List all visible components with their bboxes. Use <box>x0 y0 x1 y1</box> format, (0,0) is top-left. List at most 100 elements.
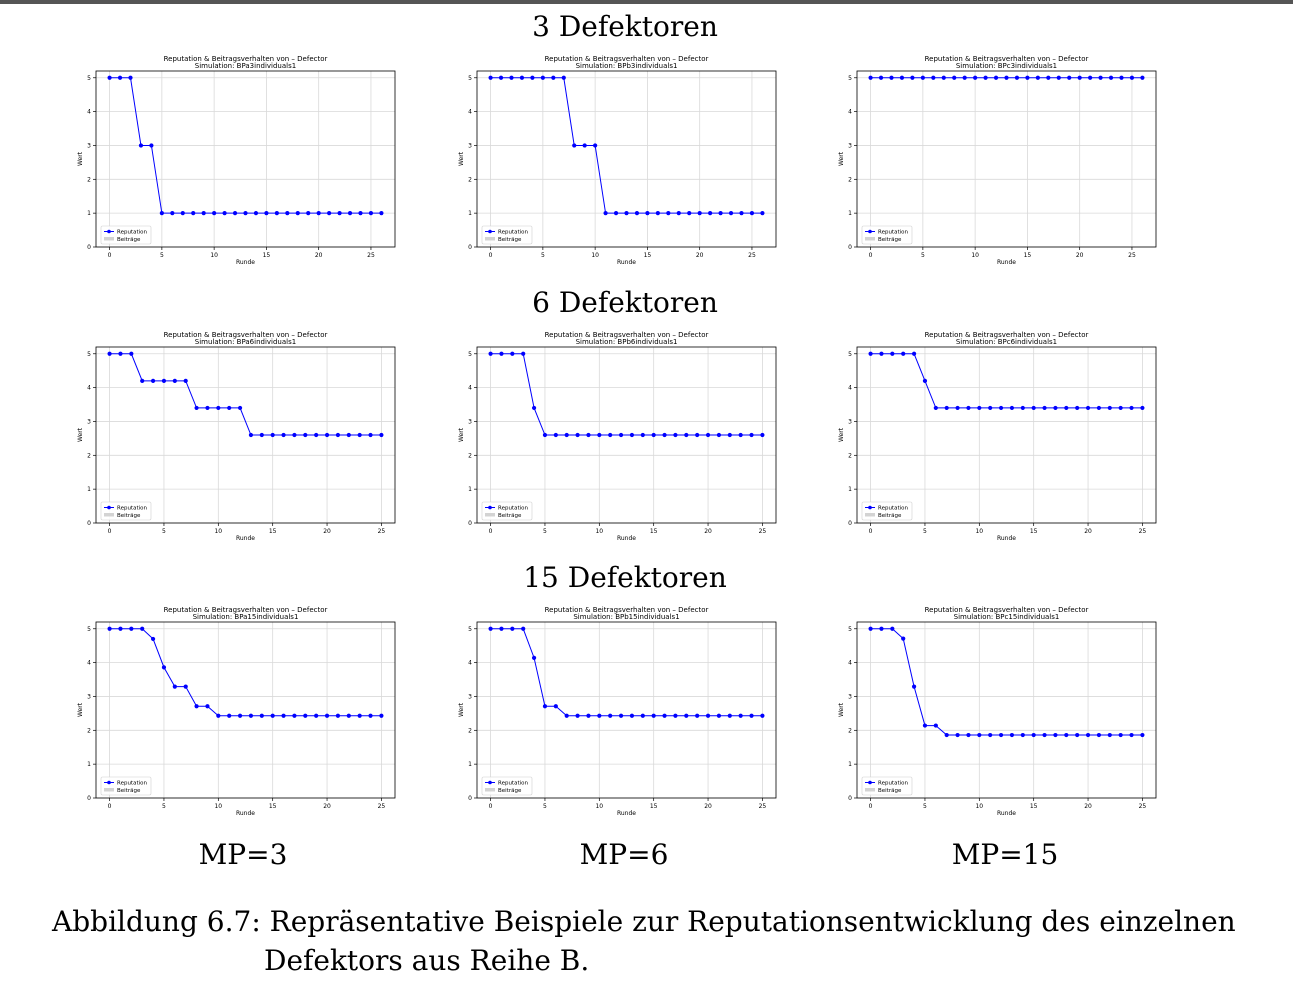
reputation-point <box>347 211 353 216</box>
x-tick-label: 5 <box>923 803 927 810</box>
reputation-point <box>572 143 577 148</box>
reputation-point <box>201 211 206 216</box>
reputation-point <box>357 432 362 438</box>
reputation-point <box>205 405 210 411</box>
reputation-point <box>542 432 548 438</box>
reputation-line <box>109 628 382 717</box>
reputation-point <box>1035 75 1040 80</box>
reputation-point <box>519 75 525 80</box>
plot-frame <box>856 70 1157 248</box>
reputation-point <box>705 432 711 438</box>
reputation-point <box>944 732 949 738</box>
reputation-point <box>890 351 895 356</box>
reputation-point <box>977 405 982 411</box>
y-tick-label: 0 <box>848 520 852 527</box>
reputation-point <box>760 713 765 718</box>
y-tick-label: 1 <box>87 761 91 768</box>
reputation-point <box>488 351 493 356</box>
reputation-point <box>183 684 188 689</box>
reputation-point <box>521 626 526 631</box>
reputation-point <box>379 713 384 718</box>
reputation-point <box>739 211 744 216</box>
legend-beitraege-swatch <box>485 513 495 517</box>
caption-line-2: Defektors aus Reihe B. <box>264 944 590 977</box>
reputation-point <box>695 713 700 718</box>
y-axis-label: Wert <box>458 702 465 717</box>
y-tick-label: 1 <box>848 761 852 768</box>
reputation-point <box>1053 405 1058 411</box>
x-tick-label: 25 <box>759 528 767 535</box>
legend-beitraege-label: Beiträge <box>117 237 141 243</box>
reputation-line <box>490 628 763 717</box>
reputation-point <box>531 405 537 411</box>
reputation-point <box>962 75 967 80</box>
y-axis-label: Wert <box>77 427 84 442</box>
reputation-point <box>172 684 177 689</box>
y-tick-label: 2 <box>87 452 91 459</box>
reputation-point <box>259 432 264 438</box>
x-tick-label: 20 <box>704 528 712 535</box>
legend-reputation-marker <box>488 505 492 510</box>
x-tick-label: 5 <box>541 252 545 259</box>
y-tick-label: 0 <box>87 244 91 251</box>
x-tick-label: 25 <box>1128 252 1136 259</box>
reputation-point <box>180 211 185 216</box>
reputation-point <box>292 432 297 438</box>
reputation-point <box>878 75 884 80</box>
reputation-point <box>1075 732 1080 738</box>
legend-reputation-label: Reputation <box>498 230 529 236</box>
reputation-point <box>613 211 619 216</box>
reputation-point <box>368 211 374 216</box>
reputation-point <box>966 732 971 738</box>
chart-6: Reputation & Beitragsverhalten von – Def… <box>838 331 1157 542</box>
reputation-point <box>941 75 946 80</box>
reputation-point <box>1118 405 1123 411</box>
reputation-point <box>346 432 351 438</box>
reputation-point <box>327 211 332 216</box>
reputation-point <box>666 211 671 216</box>
y-tick-label: 4 <box>468 660 472 667</box>
reputation-point <box>890 626 895 631</box>
reputation-point <box>1108 75 1114 80</box>
reputation-point <box>868 75 873 80</box>
x-tick-label: 20 <box>1076 252 1084 259</box>
reputation-line <box>870 628 1143 736</box>
reputation-point <box>499 626 504 631</box>
reputation-point <box>738 713 743 718</box>
legend-reputation-marker <box>868 229 872 234</box>
legend-beitraege-swatch <box>104 788 114 792</box>
reputation-point <box>1129 405 1134 411</box>
x-tick-label: 0 <box>108 803 112 810</box>
y-tick-label: 0 <box>468 795 472 802</box>
x-tick-label: 20 <box>1084 803 1092 810</box>
x-tick-label: 0 <box>869 803 873 810</box>
reputation-point <box>540 75 545 80</box>
chart-subtitle: Simulation: BPc15individuals1 <box>954 613 1060 621</box>
x-tick-label: 0 <box>869 252 873 259</box>
x-tick-label: 10 <box>595 803 603 810</box>
legend-beitraege-swatch <box>865 237 875 241</box>
y-tick-label: 4 <box>468 385 472 392</box>
y-tick-label: 0 <box>87 520 91 527</box>
reputation-point <box>237 713 243 718</box>
y-tick-label: 1 <box>848 210 852 217</box>
y-tick-label: 0 <box>468 244 472 251</box>
x-tick-label: 25 <box>378 803 386 810</box>
reputation-point <box>718 211 723 216</box>
y-tick-label: 3 <box>848 693 852 700</box>
chart-3: Reputation & Beitragsverhalten von – Def… <box>838 55 1157 266</box>
reputation-point <box>716 432 722 438</box>
reputation-point <box>551 75 556 80</box>
plot-frame <box>476 70 777 248</box>
x-tick-label: 15 <box>269 803 277 810</box>
reputation-point <box>955 732 960 738</box>
reputation-point <box>161 665 167 670</box>
chart-subtitle: Simulation: BPc6individuals1 <box>956 338 1057 346</box>
column-label-mp6: MP=6 <box>579 838 669 871</box>
x-tick-label: 20 <box>323 528 331 535</box>
y-tick-label: 2 <box>468 176 472 183</box>
